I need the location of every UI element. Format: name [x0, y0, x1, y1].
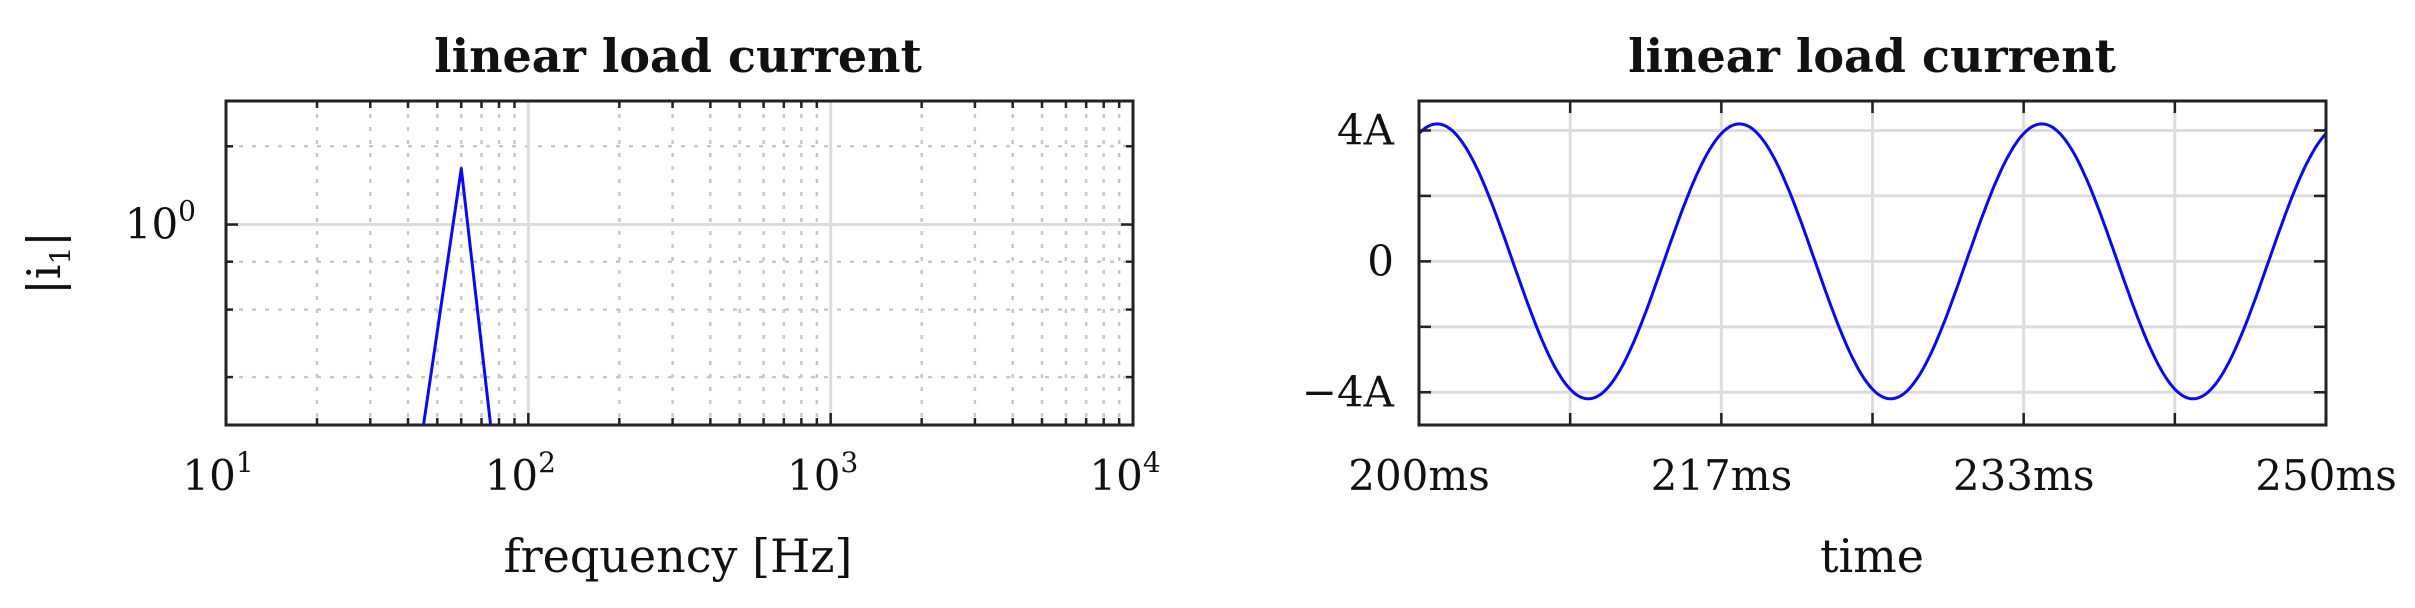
left-x-axis-label: frequency [Hz]	[504, 529, 853, 583]
left-y-label-sub: 1	[44, 247, 77, 265]
left-x-tick-label: 103	[787, 446, 858, 500]
chart-left-title: linear load current	[434, 29, 922, 83]
left-y-tick-label: 100	[125, 195, 196, 249]
left-y-axis-label: |i1|	[17, 231, 77, 295]
left-ticks: 101 102 103 104 100	[125, 101, 1161, 500]
right-y-tick-label: 0	[1367, 236, 1394, 285]
left-plot-frame	[224, 99, 1135, 427]
left-x-tick-label: 102	[485, 446, 556, 500]
right-grid	[1419, 101, 2326, 425]
left-x-tick-label: 104	[1089, 446, 1160, 500]
chart-right-title: linear load current	[1628, 29, 2116, 83]
right-x-tick-label: 250ms	[2255, 451, 2397, 500]
right-series-line-0	[1417, 122, 2328, 401]
right-y-tick-label: 4A	[1337, 105, 1395, 154]
right-series-layer	[1417, 122, 2328, 401]
left-grid	[226, 101, 1133, 425]
right-ticks: 200ms 217ms 233ms 250ms 4A 0 −4A	[1302, 101, 2397, 500]
left-y-label-main: |i	[17, 265, 71, 295]
chart-frequency: linear load current 101 102 103 104 100 freq…	[17, 29, 1161, 583]
right-x-tick-label: 200ms	[1348, 451, 1490, 500]
right-y-tick-label: −4A	[1302, 367, 1395, 416]
right-x-axis-label: time	[1820, 529, 1924, 583]
right-x-tick-label: 233ms	[1953, 451, 2095, 500]
left-series-layer	[422, 167, 493, 426]
left-series-line-0	[422, 167, 493, 426]
chart-time: linear load current 200ms 217ms 233ms 250ms…	[1302, 29, 2397, 583]
left-y-label-end: |	[17, 231, 71, 247]
svg-text:|i1|: |i1|	[17, 231, 77, 295]
right-x-tick-label: 217ms	[1651, 451, 1793, 500]
left-x-tick-label: 101	[182, 446, 253, 500]
